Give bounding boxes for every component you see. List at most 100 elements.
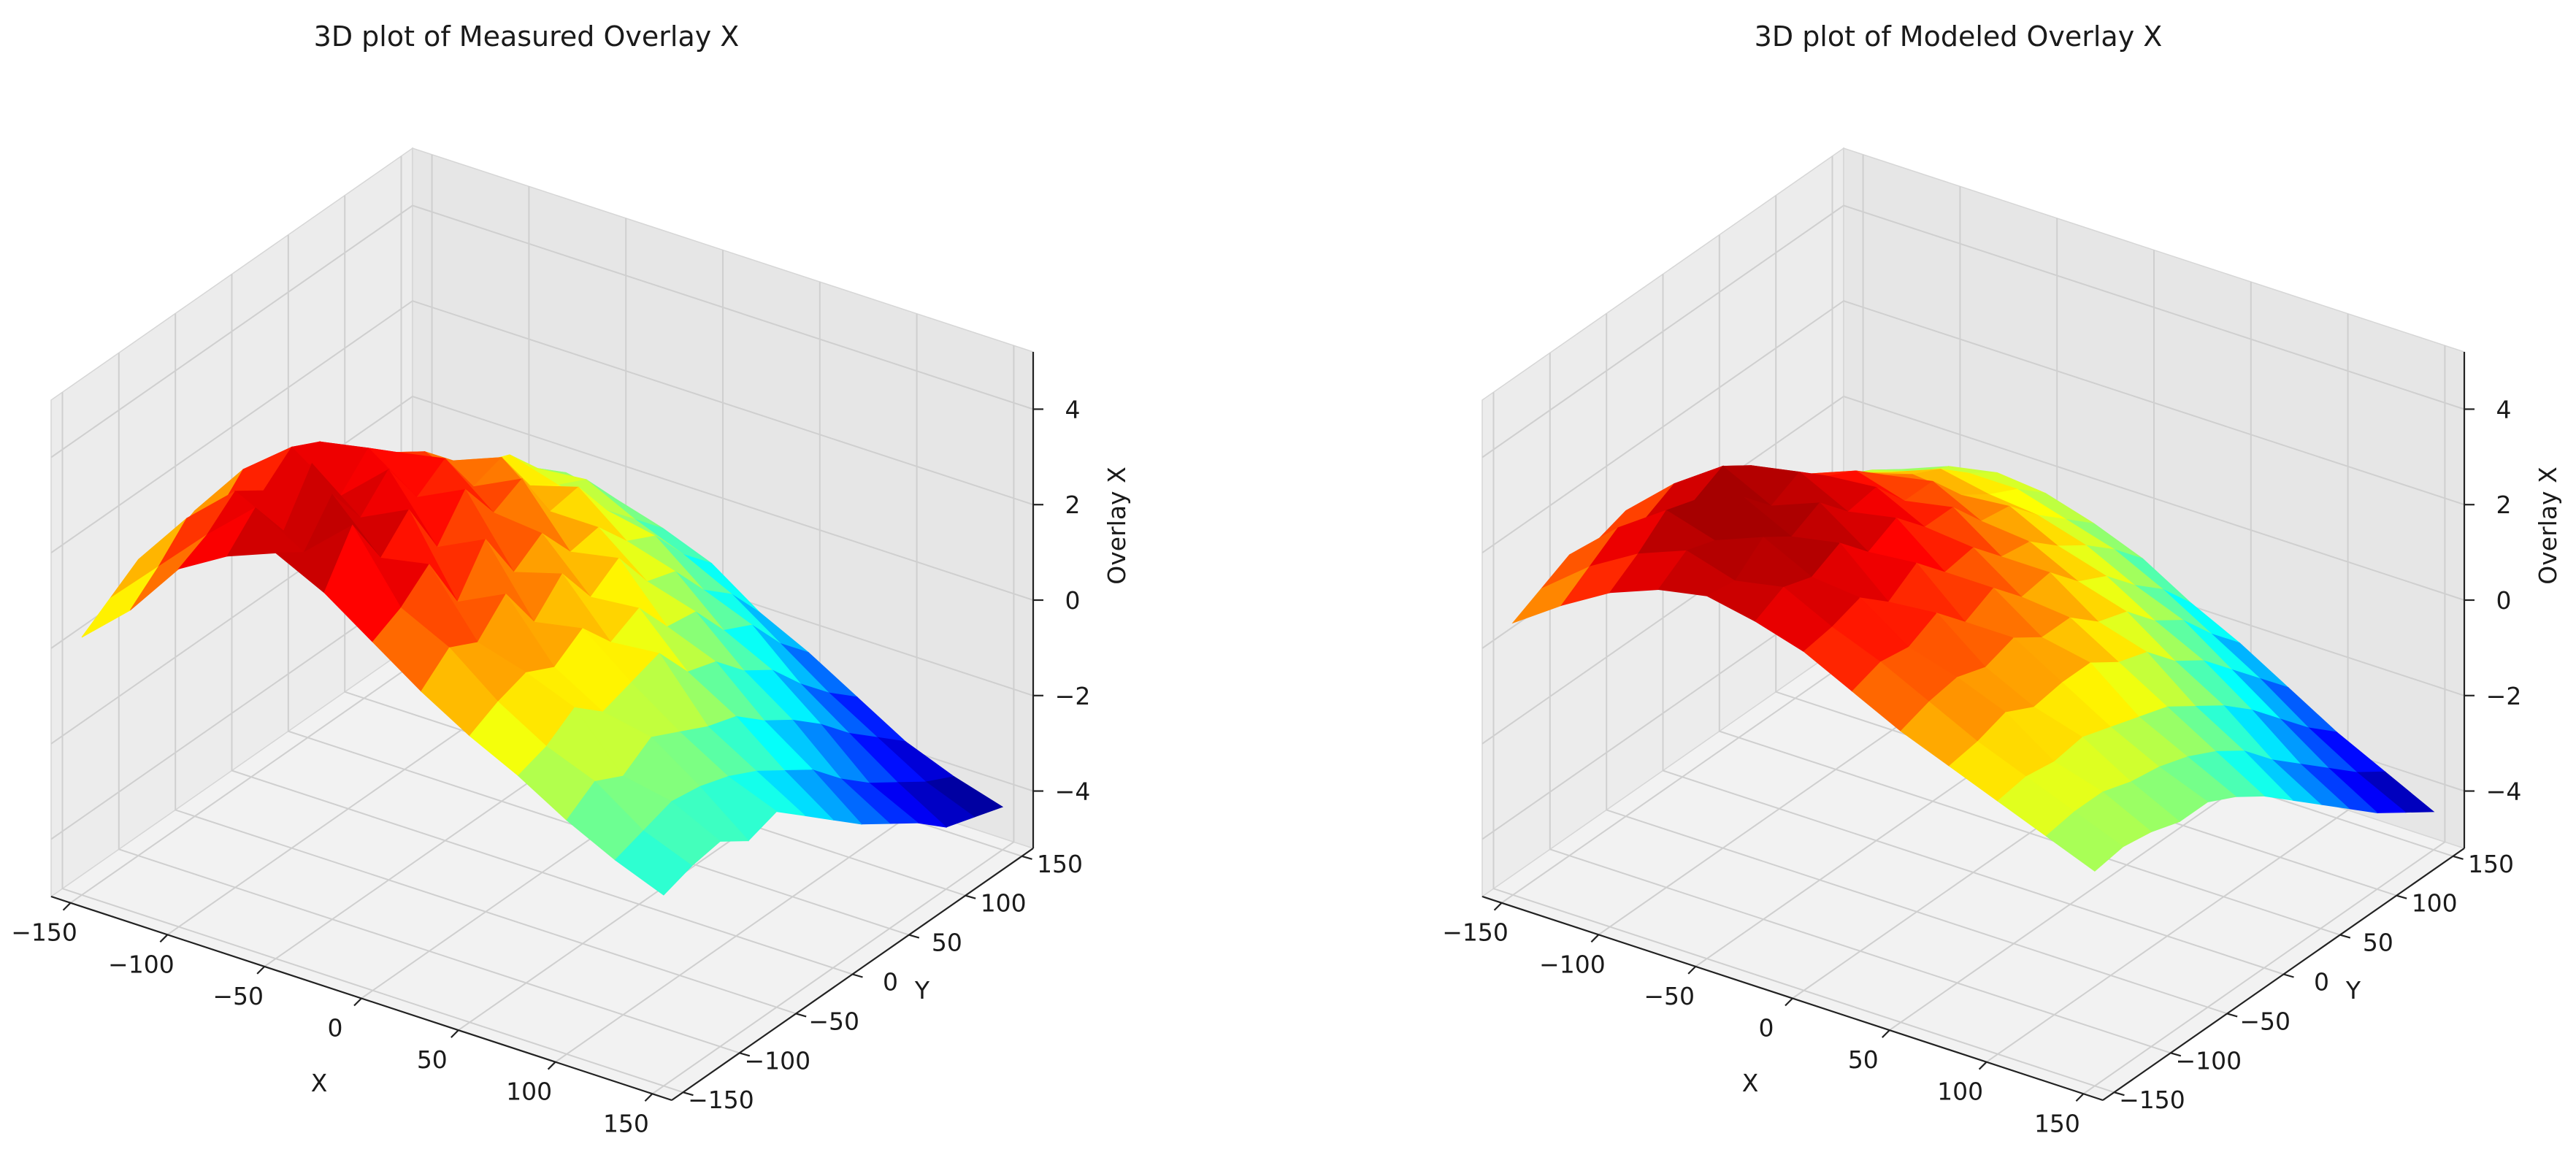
axes-ticks-modeled: −150 −100 −50 0 50 100 150 −150 −100 −50 0 50 100 150… xyxy=(1442,352,2521,1137)
x-tick-label: −100 xyxy=(108,950,175,978)
y-tick xyxy=(908,934,920,939)
x-tick-label: −50 xyxy=(212,982,264,1010)
y-tick-label: 50 xyxy=(932,929,962,957)
x-tick xyxy=(1978,1061,1987,1070)
z-tick-label: 2 xyxy=(1065,491,1081,519)
y-tick xyxy=(2283,973,2294,978)
x-tick xyxy=(451,1029,459,1038)
x-tick xyxy=(2075,1093,2085,1102)
y-tick-label: 150 xyxy=(2468,850,2514,878)
y-tick xyxy=(2170,1052,2182,1057)
x-tick-label: 100 xyxy=(1937,1078,1983,1106)
y-tick-label: −100 xyxy=(744,1046,810,1075)
x-tick xyxy=(1785,997,1793,1007)
y-tick xyxy=(2453,855,2464,860)
y-tick xyxy=(965,894,976,899)
y-gridline xyxy=(1718,234,2341,936)
y-tick-label: 0 xyxy=(883,968,898,997)
x-tick xyxy=(256,966,265,975)
z-tick-label: −2 xyxy=(2486,682,2522,710)
y-tick-label: 100 xyxy=(2412,889,2458,918)
y-tick-label: −150 xyxy=(688,1086,754,1114)
x-gridline xyxy=(2082,345,2446,1095)
z-tick-label: −4 xyxy=(1055,778,1091,806)
z-axis-label-modeled: Overlay X xyxy=(2534,467,2562,584)
x-tick-label: −150 xyxy=(1442,918,1509,947)
y-tick xyxy=(739,1052,751,1057)
y-gridline xyxy=(61,392,683,1094)
surface-facet xyxy=(2045,811,2124,872)
y-gridline xyxy=(231,274,853,975)
x-axis-label-modeled: X xyxy=(1742,1069,1759,1097)
y-tick xyxy=(2114,1091,2125,1097)
y-tick xyxy=(795,1013,807,1018)
z-gridline xyxy=(50,204,1034,458)
x-tick xyxy=(353,997,362,1007)
x-tick xyxy=(644,1093,653,1102)
y-gridline xyxy=(118,353,740,1054)
z-tick-label: 0 xyxy=(1065,586,1081,615)
y-tick-label: 50 xyxy=(2363,929,2393,957)
x-tick-label: 100 xyxy=(506,1078,552,1106)
x-tick-label: 150 xyxy=(2034,1109,2080,1137)
y-tick-label: 0 xyxy=(2314,968,2329,997)
y-gridline xyxy=(1662,274,2284,975)
x-tick-label: 0 xyxy=(1759,1014,1774,1043)
x-tick xyxy=(1687,966,1696,975)
x-tick xyxy=(159,934,169,943)
y-gridline xyxy=(287,234,910,936)
z-gridline xyxy=(50,300,1034,554)
axes-ticks-measured: −150 −100 −50 0 50 100 150 −150 −100 −50 0 50 100 150… xyxy=(11,352,1090,1137)
z-tick-label: 2 xyxy=(2496,491,2512,519)
y-tick xyxy=(683,1091,694,1097)
y-tick xyxy=(852,973,863,978)
x-axis-label-measured: X xyxy=(311,1069,328,1097)
x-tick-label: 150 xyxy=(603,1109,649,1137)
y-tick-label: −150 xyxy=(2119,1086,2185,1114)
x-tick-label: −50 xyxy=(1644,982,1695,1010)
z-tick-label: −2 xyxy=(1055,682,1091,710)
y-gridline xyxy=(1606,313,2228,1015)
surface-facet xyxy=(614,830,693,896)
y-gridline xyxy=(175,313,797,1015)
y-tick xyxy=(1021,855,1032,860)
x-tick-label: 50 xyxy=(417,1045,448,1074)
y-tick-label: −50 xyxy=(2239,1007,2291,1035)
y-axis-label-measured: Y xyxy=(914,976,930,1005)
x-gridline xyxy=(1986,313,2349,1063)
z-tick-label: −4 xyxy=(2486,778,2522,806)
x-tick xyxy=(1882,1029,1890,1038)
x-tick-label: 0 xyxy=(328,1014,343,1043)
z-tick-label: 4 xyxy=(1065,395,1081,423)
chart-title-measured: 3D plot of Measured Overlay X xyxy=(314,20,740,53)
y-axis-label-modeled: Y xyxy=(2345,976,2361,1005)
y-tick xyxy=(2339,934,2351,939)
chart-title-modeled: 3D plot of Modeled Overlay X xyxy=(1755,20,2163,53)
x-gridline xyxy=(651,345,1015,1095)
z-axis-label-measured: Overlay X xyxy=(1103,467,1131,584)
z-gridline xyxy=(1481,204,2465,458)
z-tick-label: 4 xyxy=(2496,395,2512,423)
measured-overlay-3d-chart: 3D plot of Measured Overlay X −150 −100 −5… xyxy=(11,20,1131,1137)
y-tick-label: −50 xyxy=(808,1007,859,1035)
x-tick xyxy=(1493,902,1503,911)
surface-modeled xyxy=(1511,465,2435,872)
y-tick-label: −100 xyxy=(2175,1046,2242,1075)
x-tick-label: −100 xyxy=(1539,950,1606,978)
x-tick-label: −150 xyxy=(11,918,77,947)
z-gridline xyxy=(1481,300,2465,554)
y-gridline xyxy=(1775,195,2397,897)
y-tick-label: 150 xyxy=(1037,850,1083,878)
y-tick-label: 100 xyxy=(981,889,1027,918)
y-gridline xyxy=(1549,353,2171,1054)
y-tick xyxy=(2396,894,2407,899)
y-tick xyxy=(2226,1013,2238,1018)
y-gridline xyxy=(1492,392,2115,1094)
modeled-overlay-3d-chart: 3D plot of Modeled Overlay X −150 −100 −50… xyxy=(1442,20,2562,1137)
x-tick xyxy=(1590,934,1600,943)
surface-measured xyxy=(81,441,1004,896)
x-tick-label: 50 xyxy=(1848,1045,1879,1074)
z-tick-label: 0 xyxy=(2496,586,2512,615)
x-tick xyxy=(62,902,72,911)
x-tick xyxy=(547,1061,556,1070)
